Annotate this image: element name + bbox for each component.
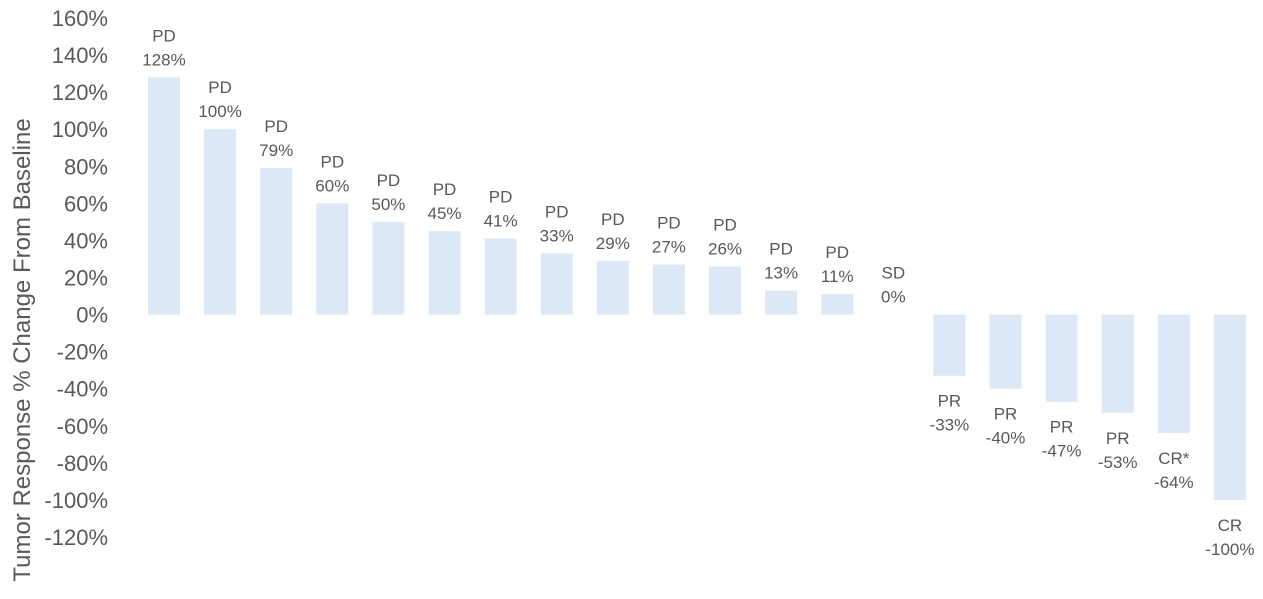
value-label: 13% (764, 263, 798, 282)
y-tick-label: -80% (57, 451, 108, 476)
bar (709, 266, 741, 315)
bar (204, 129, 237, 315)
bar (316, 203, 349, 315)
value-label: -53% (1098, 453, 1138, 472)
bar (428, 231, 461, 315)
data-labels: PD 128% PD 100% PD 79% PD 60% PD 50% PD 45% PD 41% PD 3… (142, 26, 1254, 559)
y-tick-label: 140% (52, 43, 108, 68)
response-label: PR (1050, 418, 1074, 437)
bar (821, 294, 854, 315)
response-label: PR (1106, 429, 1130, 448)
bar (148, 77, 180, 315)
value-label: 41% (484, 212, 518, 231)
y-tick-label: 160% (52, 6, 108, 31)
value-label: 33% (540, 226, 574, 245)
value-label: 45% (427, 204, 461, 223)
value-label: 29% (596, 234, 630, 253)
value-label: -33% (930, 416, 970, 435)
value-label: -40% (986, 429, 1026, 448)
value-label: 0% (881, 288, 906, 307)
response-label: PD (377, 171, 401, 190)
y-tick-label: -60% (57, 414, 108, 439)
y-tick-label: -120% (44, 525, 108, 550)
value-label: 26% (708, 239, 742, 258)
response-label: PD (713, 215, 737, 234)
response-label: PD (545, 202, 569, 221)
value-label: 128% (142, 50, 185, 69)
y-tick-label: 60% (64, 191, 108, 216)
value-label: 11% (821, 267, 854, 286)
y-tick-label: 40% (64, 228, 108, 253)
response-label: PD (657, 214, 681, 233)
bar (484, 238, 517, 315)
bar (989, 314, 1022, 389)
bars (148, 77, 1246, 500)
value-label: 60% (315, 176, 349, 195)
bar (540, 253, 573, 315)
response-label: PD (769, 239, 793, 258)
value-label: 27% (652, 238, 686, 257)
value-label: -47% (1042, 442, 1082, 461)
y-tick-label: -100% (44, 488, 108, 513)
y-tick-label: 20% (64, 266, 108, 291)
response-label: PD (320, 152, 344, 171)
response-label: PD (601, 210, 625, 229)
response-label: PR (994, 405, 1018, 424)
y-tick-label: 0% (76, 303, 108, 328)
y-tick-label: 80% (64, 154, 108, 179)
response-label: PD (489, 188, 513, 207)
bar (933, 314, 966, 376)
response-label: SD (881, 264, 905, 283)
response-label: PD (433, 180, 457, 199)
bar (1157, 314, 1190, 434)
value-label: -100% (1205, 540, 1254, 559)
bar (1101, 314, 1134, 413)
bar (596, 260, 629, 315)
bar (1213, 314, 1246, 500)
y-tick-label: -20% (57, 340, 108, 365)
y-tick-label: 120% (52, 80, 108, 105)
y-tick-label: -40% (57, 377, 108, 402)
response-label: CR (1218, 516, 1243, 535)
response-label: PD (208, 78, 232, 97)
y-tick-label: 100% (52, 117, 108, 142)
bar (260, 168, 293, 315)
response-label: PD (152, 26, 176, 45)
response-label: CR* (1158, 449, 1190, 468)
value-label: 50% (371, 195, 405, 214)
bar (1045, 314, 1078, 402)
bar (652, 264, 685, 315)
response-label: PR (938, 392, 962, 411)
response-label: PD (825, 243, 849, 262)
value-label: 100% (198, 102, 241, 121)
y-axis-label: Tumor Response % Change From Baseline (9, 118, 36, 581)
response-label: PD (264, 117, 288, 136)
bar (765, 290, 798, 315)
bar (372, 221, 405, 315)
value-label: 79% (259, 141, 293, 160)
y-axis-ticks: 160% 140% 120% 100% 80% 60% 40% 20% 0% -20% -40% -6… (44, 6, 108, 550)
value-label: -64% (1154, 473, 1194, 492)
